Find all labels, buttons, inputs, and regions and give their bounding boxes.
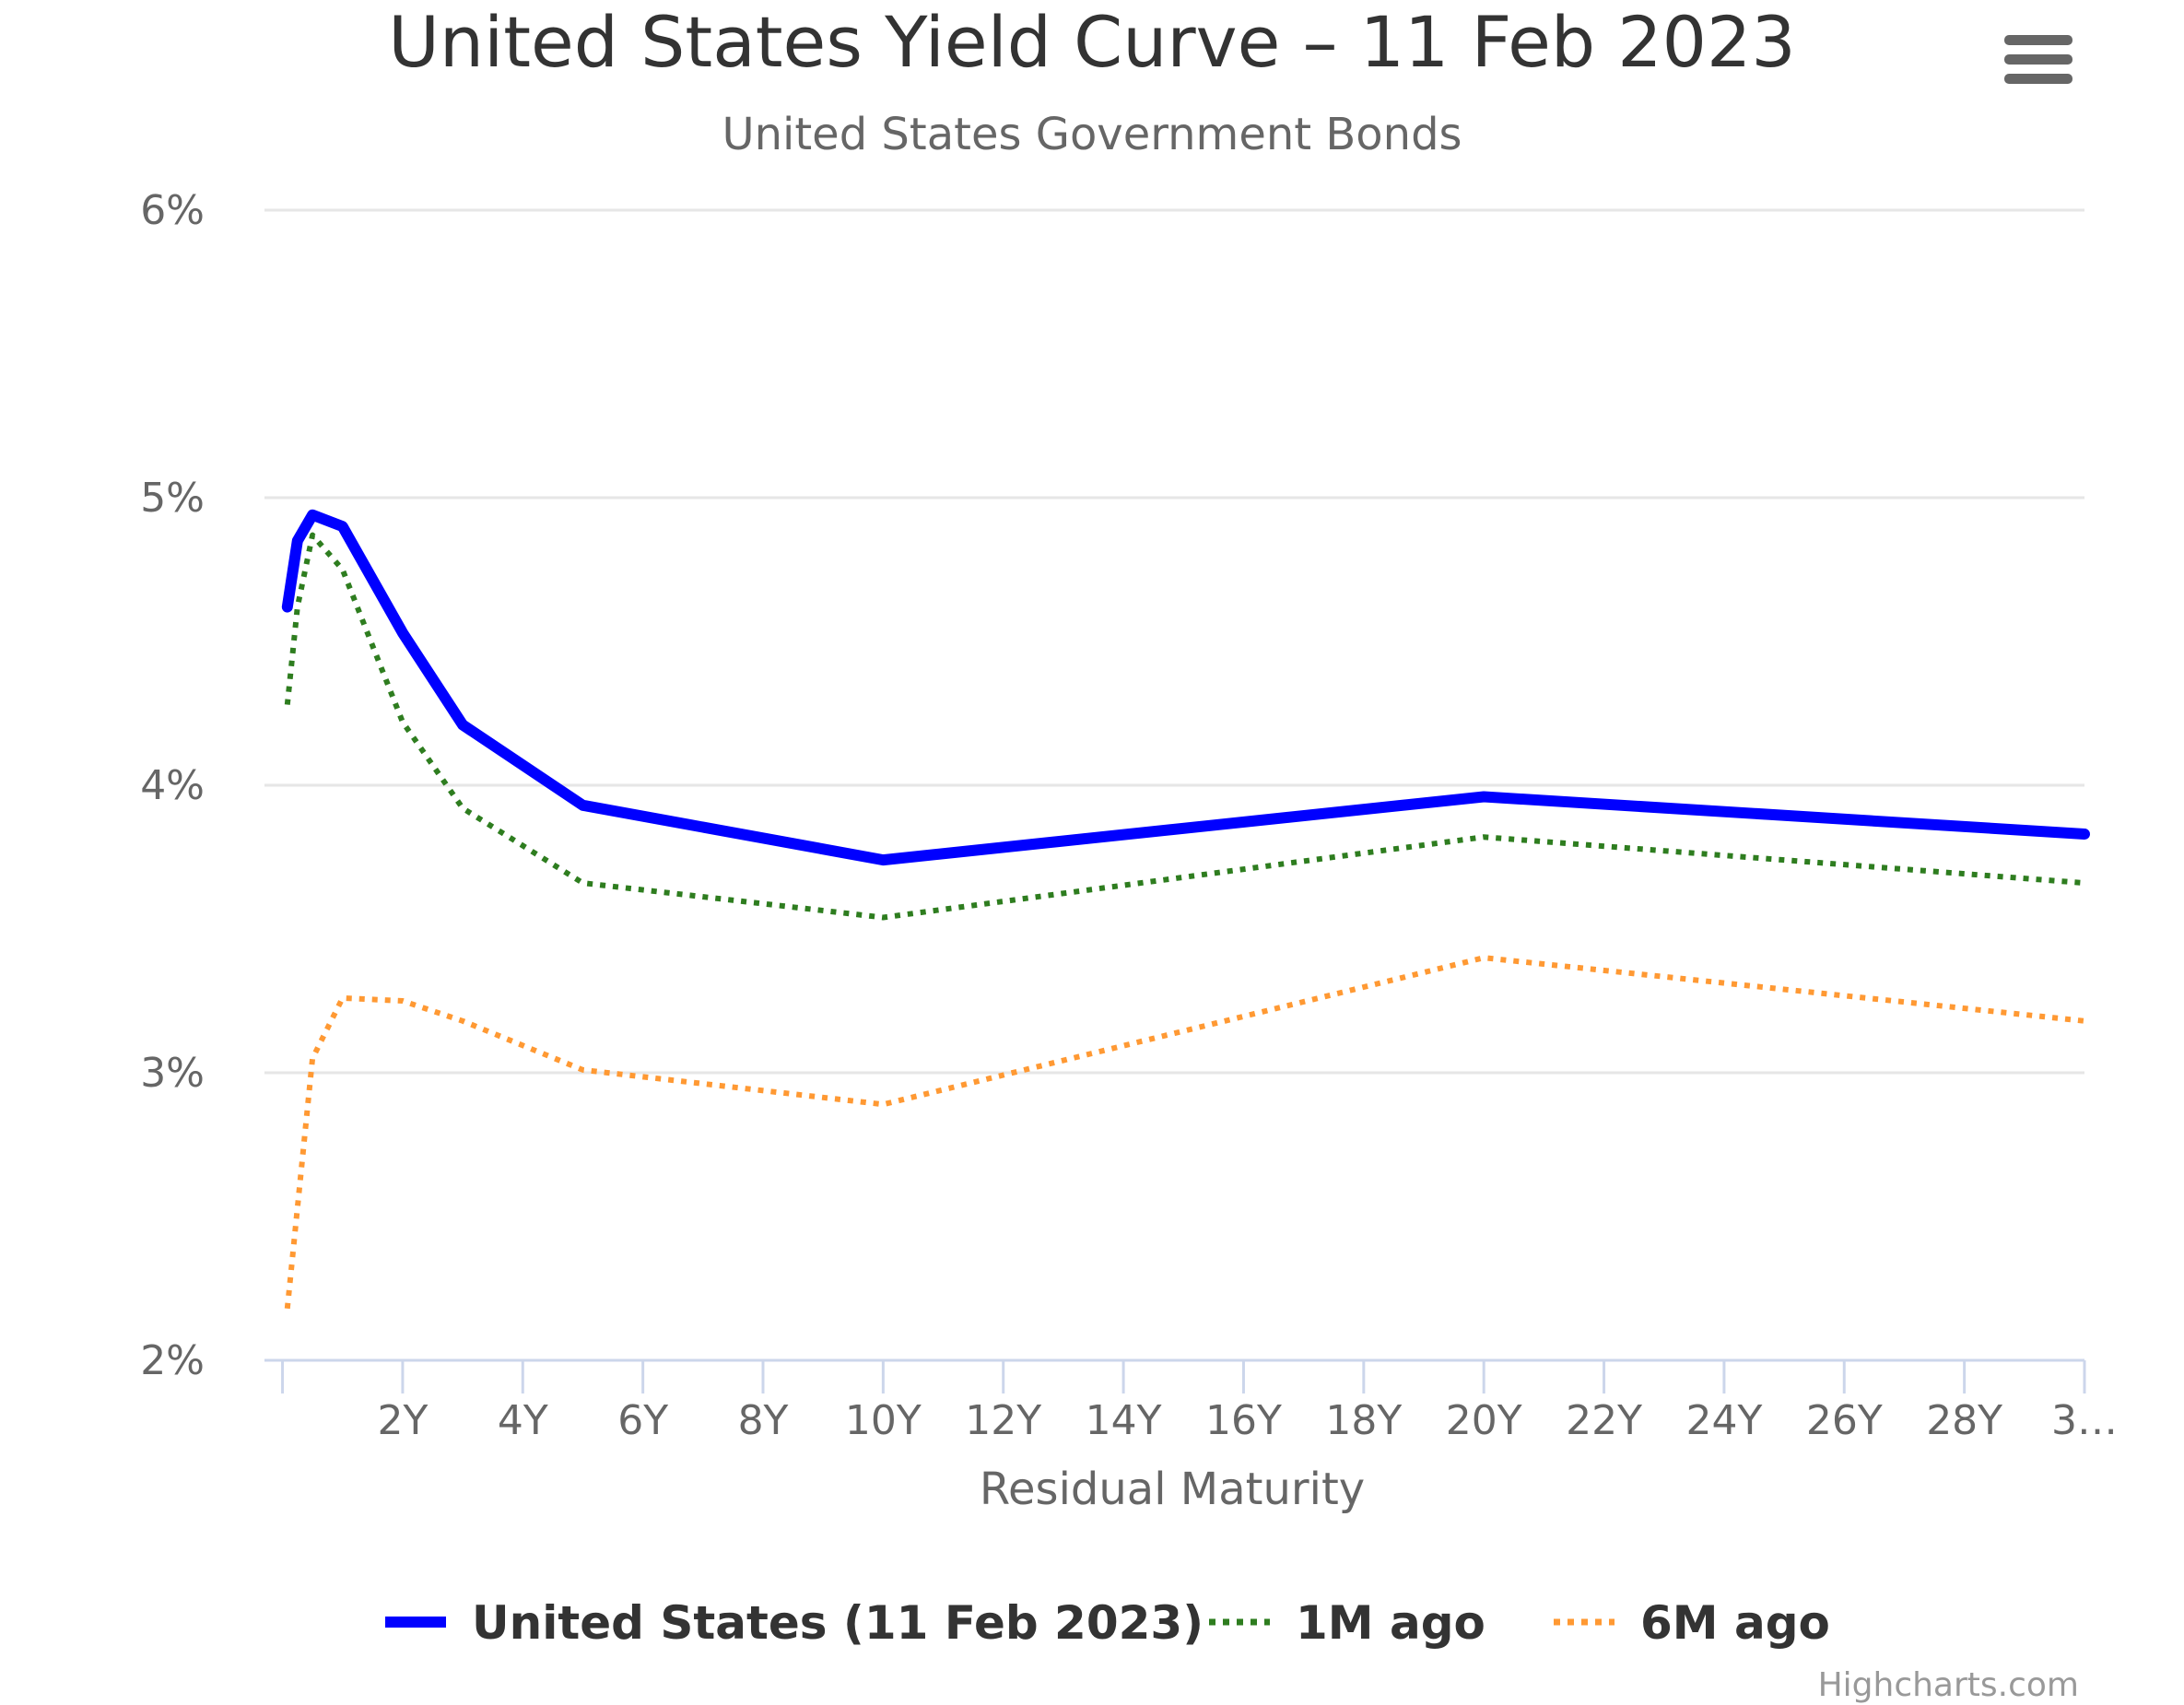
legend-label: 6M ago — [1640, 1596, 1830, 1650]
series-line-2 — [284, 532, 2085, 921]
x-tick-label: 22Y — [1566, 1397, 1642, 1444]
x-tick-label: 10Y — [845, 1397, 922, 1444]
x-tick-label: 2Y — [377, 1397, 428, 1444]
x-tick-label: 6Y — [617, 1397, 668, 1444]
x-axis: 2Y 4Y 6Y 8Y 10Y 12Y 14Y 16Y 18Y 20Y 22Y 24Y 26Y 28Y 3… — [264, 1358, 2118, 1444]
series-line-1 — [281, 509, 2090, 866]
legend-label: 1M ago — [1296, 1596, 1485, 1650]
x-tick-label: 26Y — [1806, 1397, 1883, 1444]
y-tick-label: 6% — [140, 187, 205, 234]
y-gridlines — [264, 208, 2084, 1075]
series-line-3 — [284, 955, 2085, 1310]
x-tick-label: 28Y — [1926, 1397, 2002, 1444]
y-tick-label: 4% — [140, 762, 205, 809]
legend-label: United States (11 Feb 2023) — [472, 1596, 1204, 1650]
legend: United States (11 Feb 2023) 1M ago 6M ago — [385, 1596, 1830, 1650]
legend-item-2[interactable]: 1M ago — [1209, 1596, 1485, 1650]
legend-item-1[interactable]: United States (11 Feb 2023) — [385, 1596, 1204, 1650]
legend-item-3[interactable]: 6M ago — [1554, 1596, 1830, 1650]
x-tick-label: 20Y — [1446, 1397, 1522, 1444]
x-tick-label: 12Y — [965, 1397, 1041, 1444]
x-tick-label: 8Y — [738, 1397, 789, 1444]
y-tick-label: 2% — [140, 1337, 205, 1384]
y-tick-label: 5% — [140, 475, 205, 522]
x-tick-label: 14Y — [1086, 1397, 1162, 1444]
x-tick-label: 18Y — [1325, 1397, 1402, 1444]
y-tick-label: 3% — [140, 1050, 205, 1097]
hamburger-menu-icon — [2004, 35, 2072, 84]
x-tick-label: 16Y — [1205, 1397, 1282, 1444]
y-axis: 2% 3% 4% 5% 6% — [140, 187, 205, 1384]
series-lines — [281, 509, 2090, 1310]
x-tick-label: 24Y — [1685, 1397, 1762, 1444]
chart-menu-button[interactable] — [2004, 35, 2072, 87]
x-axis-title: Residual Maturity — [980, 1464, 1365, 1515]
x-tick-label: 4Y — [498, 1397, 548, 1444]
chart-title: United States Yield Curve – 11 Feb 2023 — [388, 1, 1795, 83]
credits-link[interactable]: Highcharts.com — [1818, 1666, 2079, 1704]
chart-subtitle: United States Government Bonds — [722, 109, 1462, 160]
x-tick-label: 3… — [2051, 1397, 2118, 1444]
